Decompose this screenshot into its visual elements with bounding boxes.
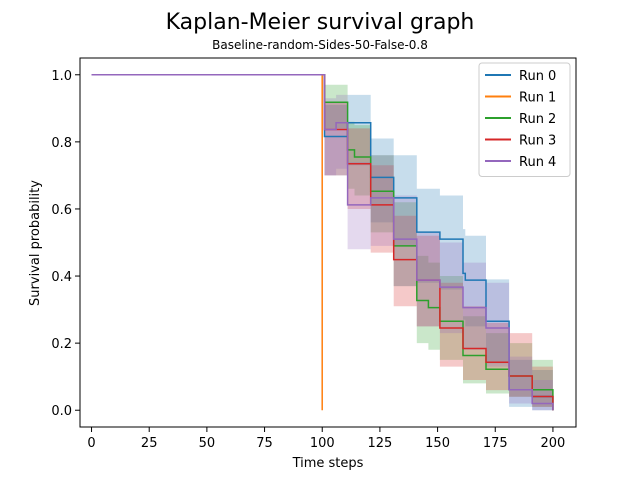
legend: Run 0 Run 1 Run 2 Run 3 Run 4: [478, 62, 571, 177]
legend-label: Run 2: [519, 112, 556, 127]
y-axis-ticks: 0.0 0.2 0.4 0.6 0.8 1.0: [51, 69, 80, 419]
ci-band-run-2: [91, 74, 553, 411]
chart-title: Kaplan-Meier survival graph: [166, 10, 475, 35]
x-tick-label: 125: [367, 436, 392, 451]
y-tick-label: 0.6: [51, 203, 72, 218]
plot-frame: [79, 57, 577, 428]
x-tick-label: 175: [483, 436, 508, 451]
legend-box: [478, 62, 571, 177]
y-tick-label: 0.2: [51, 337, 72, 352]
y-tick-label: 1.0: [51, 69, 72, 84]
y-tick-label: 0.8: [51, 136, 72, 151]
ci-band-run-3: [91, 74, 553, 411]
ci-band-run-1: [91, 74, 323, 411]
x-tick-label: 150: [425, 436, 450, 451]
x-axis-label: Time steps: [292, 456, 364, 471]
y-axis-label: Survival probability: [28, 180, 43, 306]
confidence-bands: [91, 74, 553, 411]
legend-label: Run 0: [519, 69, 556, 84]
survival-line-run-4: [91, 74, 554, 411]
y-tick-label: 0.0: [51, 404, 72, 419]
legend-label: Run 3: [519, 134, 556, 149]
x-tick-label: 50: [199, 436, 216, 451]
x-tick-label: 100: [310, 436, 335, 451]
x-tick-label: 200: [541, 436, 566, 451]
survival-line-run-1: [91, 74, 323, 411]
legend-label: Run 4: [519, 155, 556, 170]
y-tick-label: 0.4: [51, 270, 72, 285]
chart-subtitle: Baseline-random-Sides-50-False-0.8: [212, 38, 428, 52]
x-tick-label: 0: [87, 436, 95, 451]
x-axis-ticks: 0 25 50 75 100 125 150 175 200: [87, 427, 565, 451]
x-tick-label: 25: [141, 436, 158, 451]
ci-band-run-4: [91, 74, 553, 411]
legend-label: Run 1: [519, 91, 556, 106]
ci-band-run-0: [91, 74, 553, 411]
x-tick-label: 75: [256, 436, 273, 451]
survival-lines: [91, 74, 554, 411]
